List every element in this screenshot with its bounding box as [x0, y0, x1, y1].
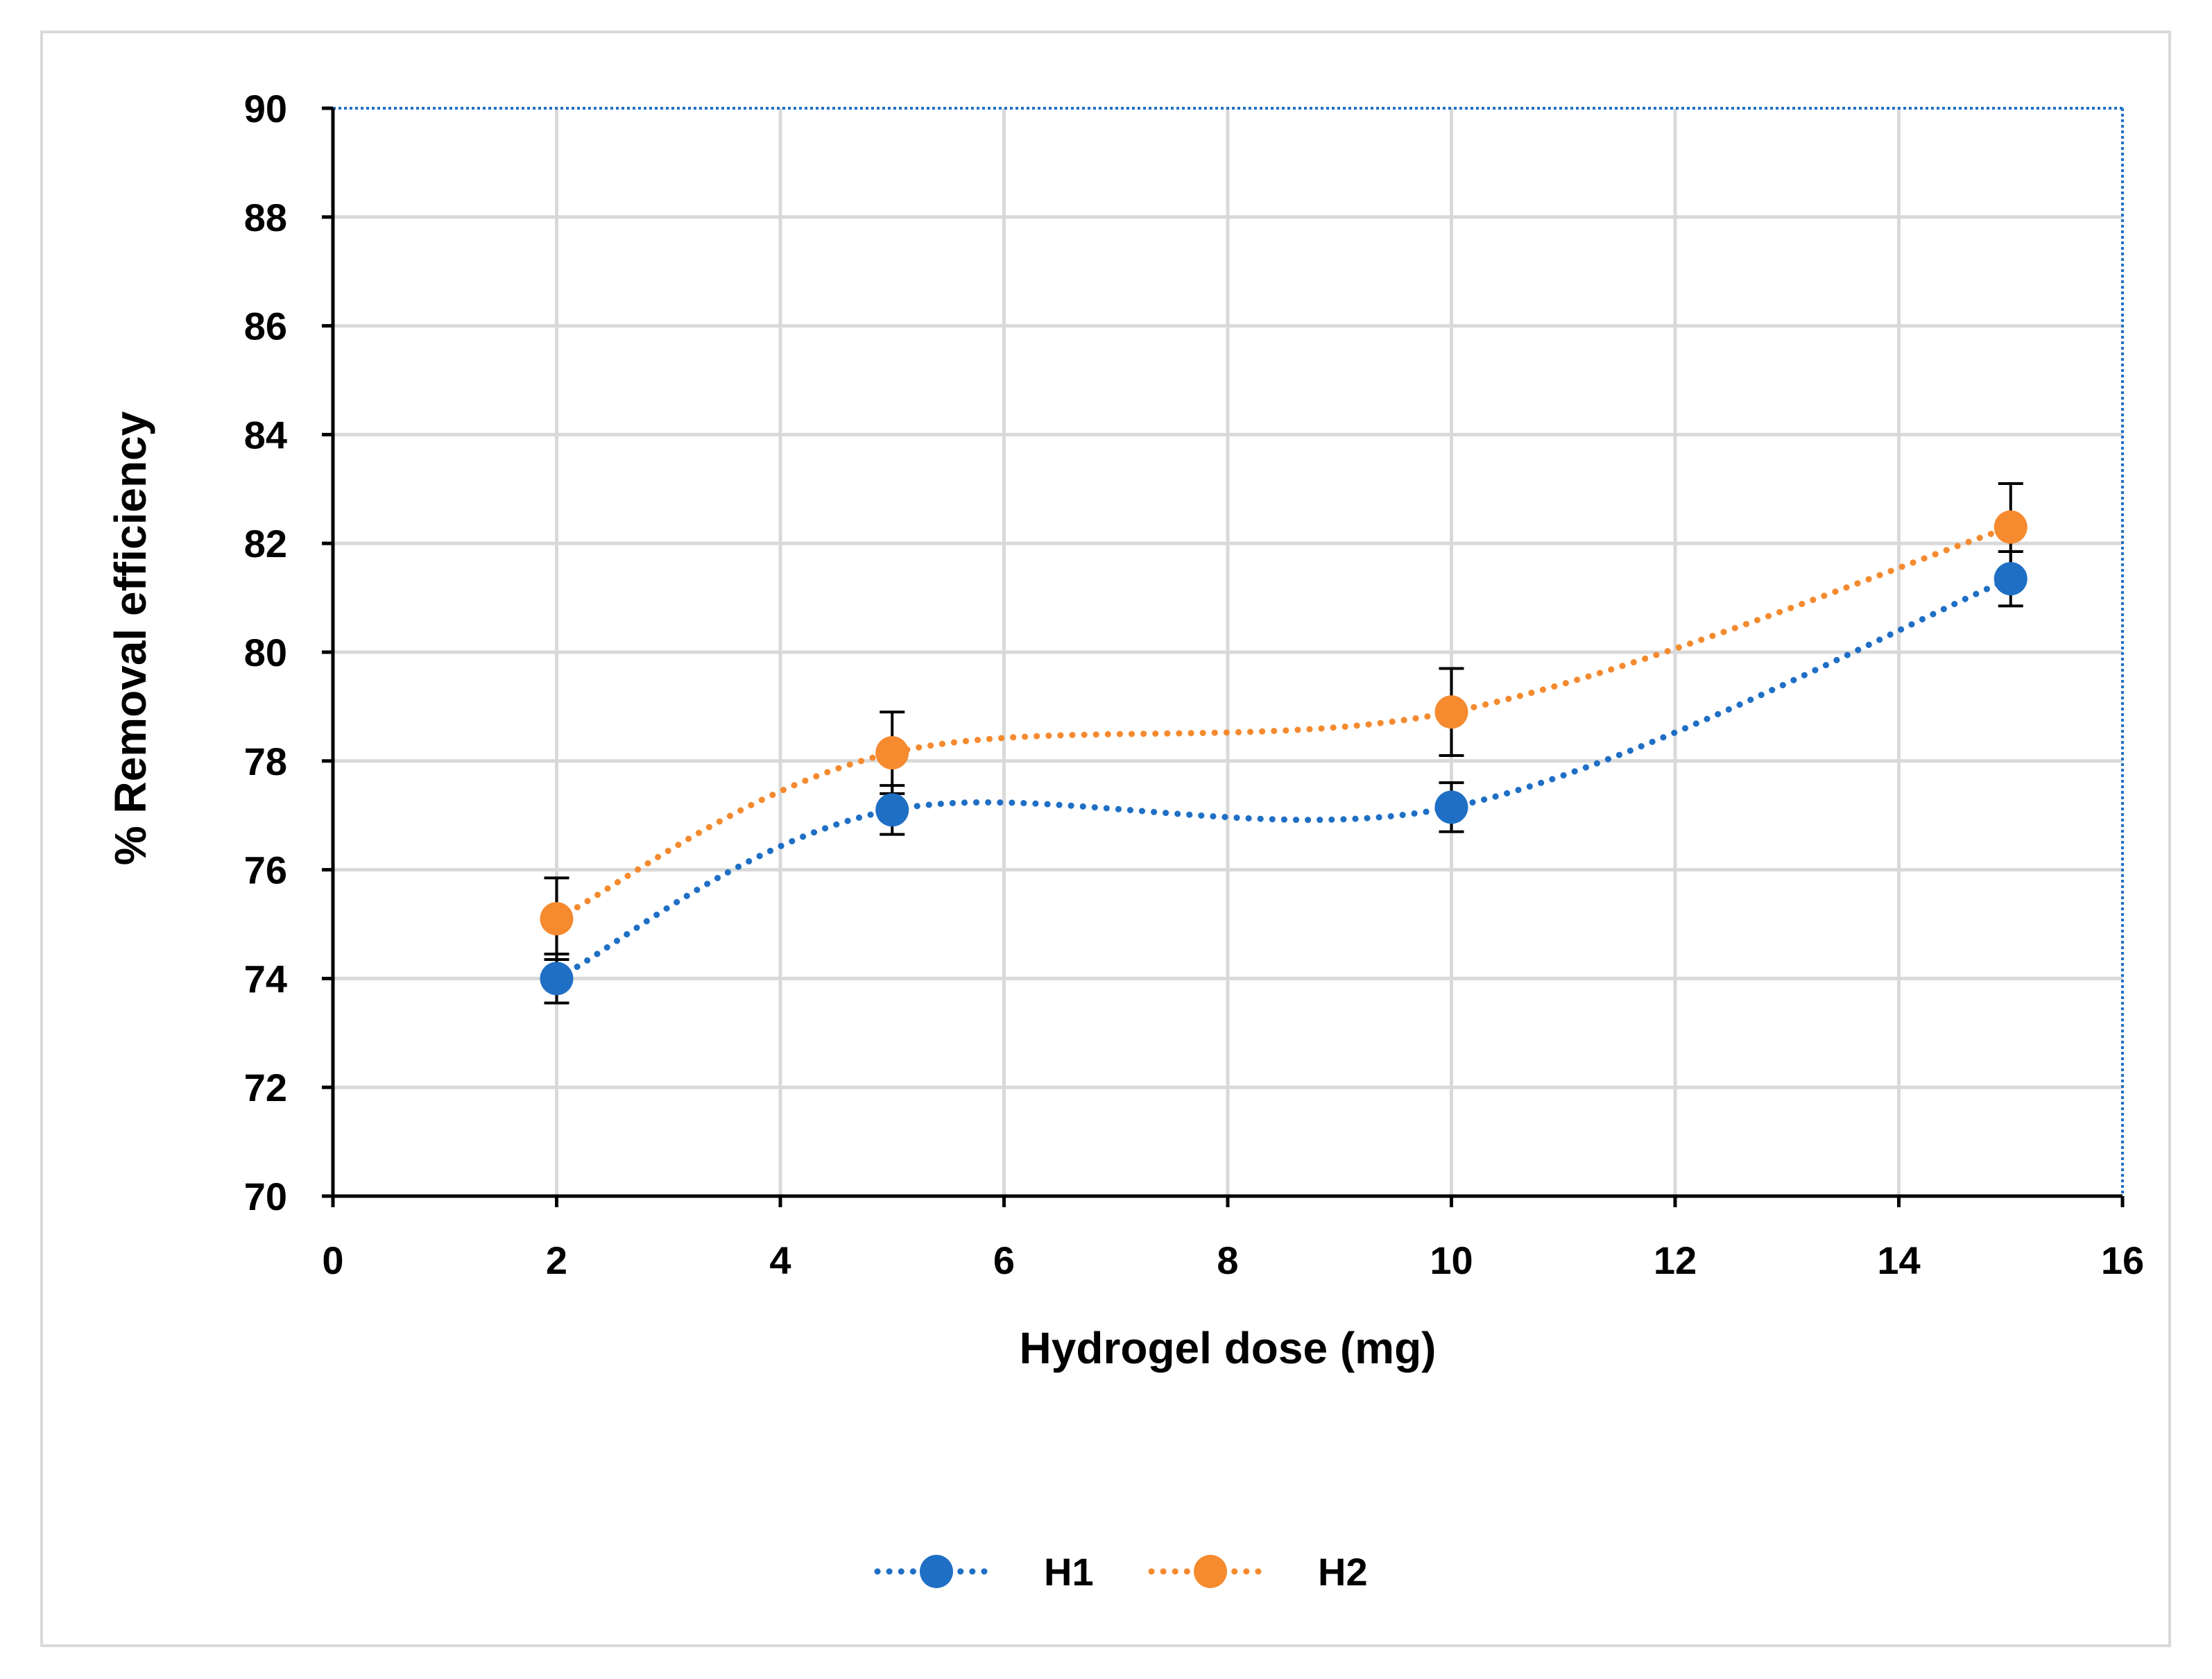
legend-label-h1: H1	[1044, 1550, 1094, 1594]
legend-item-h2[interactable]: H2	[1148, 1550, 1368, 1594]
axes	[322, 106, 2125, 1207]
legend-label-h2: H2	[1318, 1550, 1368, 1594]
x-tick-label: 8	[1217, 1238, 1238, 1282]
y-tick-label: 70	[244, 1175, 287, 1218]
x-axis-title: Hydrogel dose (mg)	[1020, 1323, 1437, 1373]
data-point-h2[interactable]	[1434, 695, 1468, 729]
y-tick-label: 78	[244, 740, 287, 783]
data-point-h2[interactable]	[540, 902, 574, 936]
x-tick-label: 2	[546, 1238, 567, 1282]
tick-labels: 0 2 4 6 8 10 12 14 16 70 72 74 76 78 80 82 84 86 88 90	[244, 87, 2144, 1282]
x-tick-label: 4	[769, 1238, 791, 1282]
y-tick-label: 90	[244, 87, 287, 130]
data-point-h2[interactable]	[875, 736, 909, 770]
x-tick-label: 12	[1654, 1238, 1697, 1282]
chart-frame	[40, 31, 2171, 1647]
series-line-h2	[554, 524, 2014, 922]
plot-border	[333, 107, 2124, 1196]
x-tick-label: 14	[1877, 1238, 1920, 1282]
legend[interactable]: H1 H2	[874, 1550, 1368, 1594]
grid-lines	[333, 108, 2123, 1196]
series-line-h1	[554, 575, 2014, 982]
data-point-h1[interactable]	[1994, 562, 2027, 596]
x-tick-label: 0	[322, 1238, 343, 1282]
y-axis-title: % Removal efficiency	[105, 411, 155, 865]
data-point-h1[interactable]	[875, 793, 909, 827]
y-tick-label: 82	[244, 522, 287, 565]
y-tick-label: 88	[244, 196, 287, 239]
x-tick-label: 6	[993, 1238, 1015, 1282]
y-tick-label: 80	[244, 631, 287, 674]
legend-marker-h1	[920, 1555, 953, 1588]
x-tick-label: 16	[2101, 1238, 2144, 1282]
legend-item-h1[interactable]: H1	[874, 1550, 1094, 1594]
data-point-h1[interactable]	[540, 962, 574, 996]
y-tick-label: 72	[244, 1066, 287, 1109]
y-tick-label: 74	[244, 957, 287, 1000]
y-tick-label: 84	[244, 413, 287, 457]
y-tick-label: 86	[244, 305, 287, 348]
x-tick-label: 10	[1430, 1238, 1473, 1282]
data-point-h2[interactable]	[1994, 510, 2027, 544]
data-point-h1[interactable]	[1434, 790, 1468, 824]
series-layer	[540, 481, 2027, 1005]
y-tick-label: 76	[244, 849, 287, 892]
legend-marker-h2	[1194, 1555, 1227, 1588]
